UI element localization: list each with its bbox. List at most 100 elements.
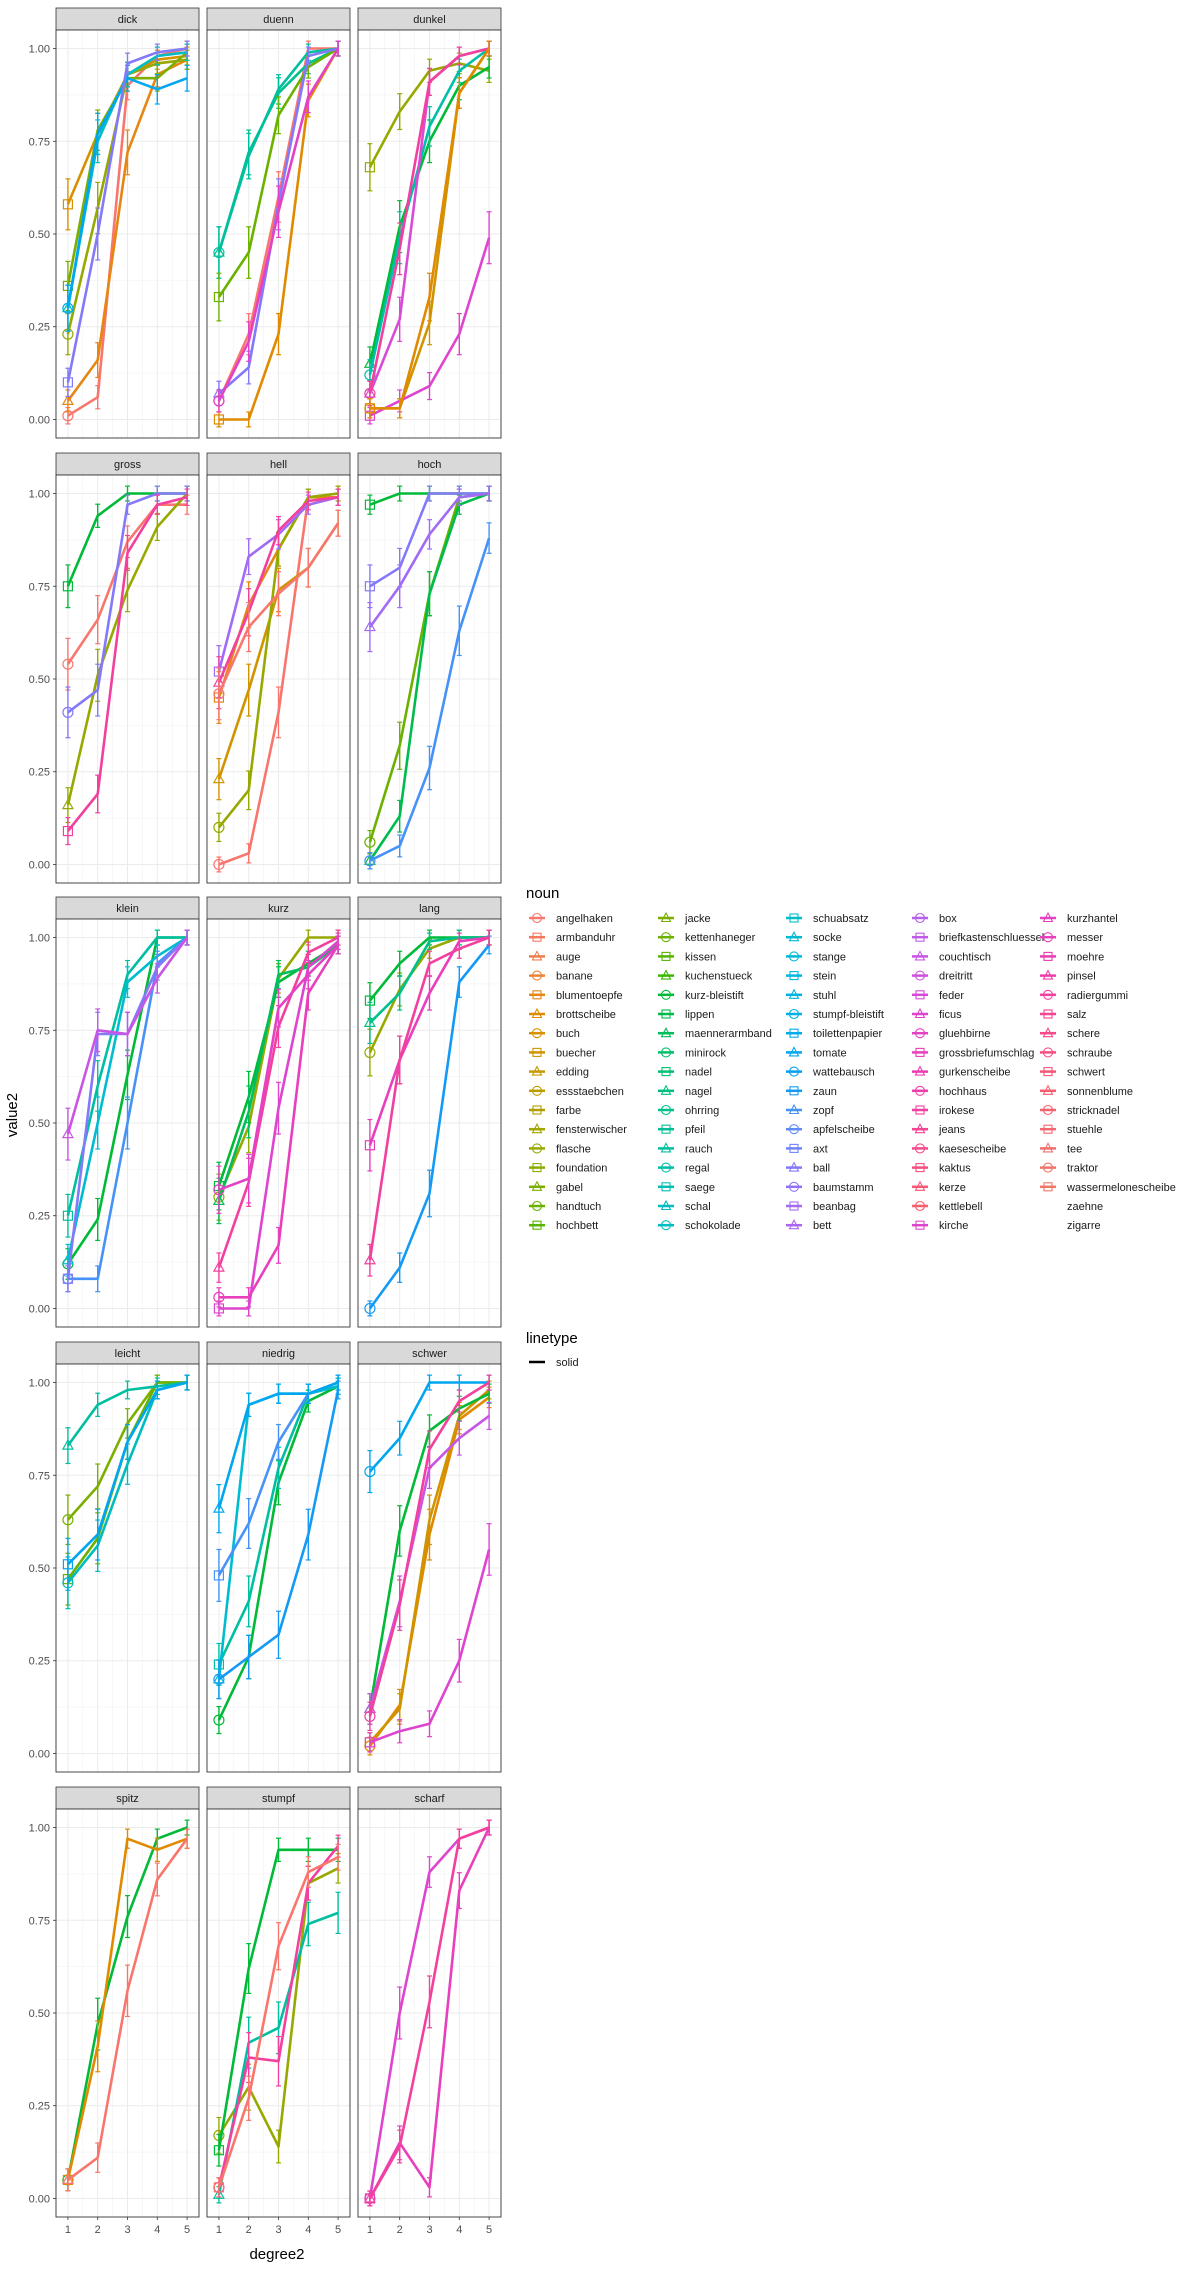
legend-key-shape: [915, 1047, 925, 1057]
legend-key-shape: [1044, 1201, 1053, 1210]
facet-strip-label: hell: [270, 459, 287, 471]
data-point: [213, 858, 225, 871]
data-point: [363, 620, 376, 632]
data-point: [213, 1184, 225, 1196]
y-tick-label: 0.00: [29, 1748, 50, 1760]
legend-label: gurkenscheibe: [939, 1067, 1011, 1079]
data-point: [364, 581, 376, 592]
y-tick-label: 0.00: [29, 1303, 50, 1315]
y-tick-label: 0.50: [29, 1563, 50, 1575]
legend-item: jacke: [658, 911, 711, 925]
legend-label: maennerarmband: [685, 1028, 772, 1040]
data-point: [213, 1673, 225, 1685]
legend-item: schal: [658, 1199, 711, 1213]
legend-label: kurz-bleistift: [685, 990, 744, 1002]
legend-item: baumstamm: [786, 1181, 874, 1194]
data-point: [62, 1514, 74, 1526]
y-tick-label: 0.50: [29, 674, 50, 686]
legend-item: bett: [786, 1219, 831, 1232]
panel-border: [206, 918, 351, 1328]
data-point: [364, 1046, 376, 1059]
panel-lang: lang: [357, 896, 502, 1328]
legend-item: gabel: [529, 1180, 583, 1194]
legend-item: kaktus: [912, 1163, 971, 1175]
legend-key-shape: [1042, 1142, 1054, 1153]
legend-item: briefkastenschluessel: [912, 932, 1044, 944]
legend-item: ficus: [912, 1007, 962, 1021]
series-line: [364, 522, 492, 870]
legend-item: stuehle: [1040, 1124, 1102, 1136]
legend-label: radiergummi: [1067, 990, 1128, 1002]
y-tick-label: 1.00: [29, 489, 50, 501]
legend-item: salz: [1040, 1009, 1087, 1021]
legend-key-shape: [661, 1124, 671, 1134]
legend-key-shape: [788, 1008, 800, 1020]
data-point: [364, 1140, 376, 1151]
legend-key-shape: [660, 1027, 672, 1038]
x-tick-label: 1: [216, 2224, 222, 2236]
legend-item: irokese: [912, 1105, 974, 1117]
legend-label: schraube: [1067, 1047, 1112, 1059]
legend-label: box: [939, 913, 957, 925]
x-tick-label: 2: [246, 2224, 252, 2236]
legend-label: banane: [556, 971, 593, 983]
legend-label: schuabsatz: [813, 913, 869, 925]
data-point: [62, 658, 74, 670]
legend-label: stumpf-bleistift: [813, 1009, 884, 1021]
x-tick-label: 3: [124, 2224, 130, 2236]
legend-item: hochbett: [529, 1220, 598, 1232]
legend-key-shape: [788, 1219, 800, 1230]
y-axis-title: value2: [4, 1093, 21, 1137]
legend-key-shape: [788, 988, 800, 999]
data-point: [62, 706, 74, 718]
panel-dunkel: dunkel: [357, 7, 502, 439]
legend-item: kaesescheibe: [912, 1143, 1006, 1155]
facet-strip-label: scharf: [415, 1793, 446, 1805]
legend-label: minirock: [685, 1047, 726, 1059]
legend-item: zaun: [786, 1086, 837, 1098]
data-point: [213, 414, 225, 425]
legend-item: lippen: [658, 1009, 714, 1021]
legend-key-shape: [660, 1047, 672, 1058]
legend-item: blumentoepfe: [529, 990, 623, 1002]
legend-key-shape: [660, 1104, 672, 1116]
legend-item: brottscheibe: [529, 1007, 616, 1021]
legend-key-shape: [660, 1084, 672, 1095]
panel-grid: dick 0.00 0.25 0.50 0.75 1.00 duenn dunkel gross…: [29, 7, 502, 2236]
x-tick-label: 4: [305, 2224, 311, 2236]
facet-strip-label: dunkel: [413, 14, 445, 26]
panel-border: [206, 29, 351, 439]
legend-key-shape: [1042, 1027, 1054, 1038]
data-point: [62, 825, 74, 837]
data-point: [61, 394, 74, 406]
legend-item: kurz-bleistift: [658, 989, 744, 1002]
legend-key-shape: [1042, 989, 1054, 1000]
legend-label: rauch: [685, 1143, 713, 1155]
legend-key-shape: [914, 912, 926, 924]
legend-item: zopf: [786, 1103, 835, 1117]
legend-key-shape: [660, 911, 672, 923]
legend-key-shape: [914, 1085, 926, 1096]
data-point: [213, 2145, 225, 2156]
legend-key-shape: [915, 1163, 925, 1173]
y-tick-label: 0.25: [29, 322, 50, 334]
y-tick-label: 0.50: [29, 229, 50, 241]
legend-key-shape: [660, 1142, 672, 1153]
y-tick-label: 1.00: [29, 1378, 50, 1390]
legend-label: gabel: [556, 1182, 583, 1194]
legend-key-shape: [788, 931, 800, 942]
panel-border: [206, 1363, 351, 1773]
x-tick-label: 4: [154, 2224, 160, 2236]
legend-label: kirche: [939, 1220, 968, 1232]
legend-key-shape: [788, 1046, 800, 1057]
x-tick-label: 5: [184, 2224, 190, 2236]
legend-key-shape: [789, 1028, 799, 1038]
series-line: [364, 1523, 492, 1753]
legend-label: kettlebell: [939, 1201, 982, 1213]
data-point: [364, 855, 376, 867]
legend-key-shape: [531, 1200, 543, 1212]
panel-border: [357, 1363, 502, 1773]
x-tick-label: 2: [397, 2224, 403, 2236]
legend-item: stumpf-bleistift: [786, 1008, 884, 1021]
legend-item: regal: [658, 1162, 709, 1175]
